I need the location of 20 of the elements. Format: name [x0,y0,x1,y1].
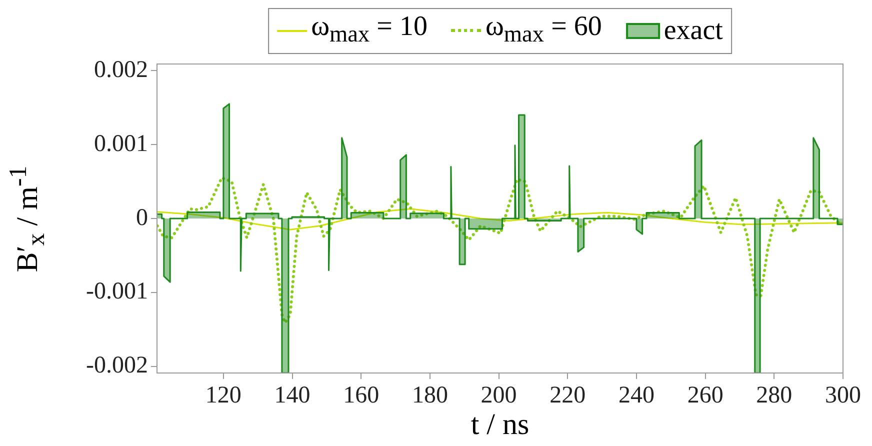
y-tick-label: 0.002 [94,56,148,83]
y-tick-label: -0.001 [86,278,148,305]
x-tick-label: 220 [550,382,586,409]
legend-label: exact [664,14,723,48]
y-tick-label: 0.001 [94,130,148,157]
y-tick-label: 0 [136,204,148,231]
x-tick-label: 160 [343,382,380,409]
legend-label: ω$_{max}$ = 10 [311,10,428,50]
line-series [157,176,842,324]
x-tick-label: 280 [756,382,792,409]
x-tick-label: 180 [412,382,448,409]
x-tick-label: 140 [274,382,310,409]
y-tick-label: -0.002 [86,352,148,379]
x-tick-label: 240 [618,382,654,409]
x-tick-label: 300 [825,382,861,409]
legend-label: ω$_{max}$ = 60 [485,10,602,50]
x-tick-label: 260 [687,382,724,409]
x-tick-label: 120 [205,382,242,409]
x-tick-label: 200 [480,382,517,409]
x-axis-title: t / ns [470,408,530,442]
